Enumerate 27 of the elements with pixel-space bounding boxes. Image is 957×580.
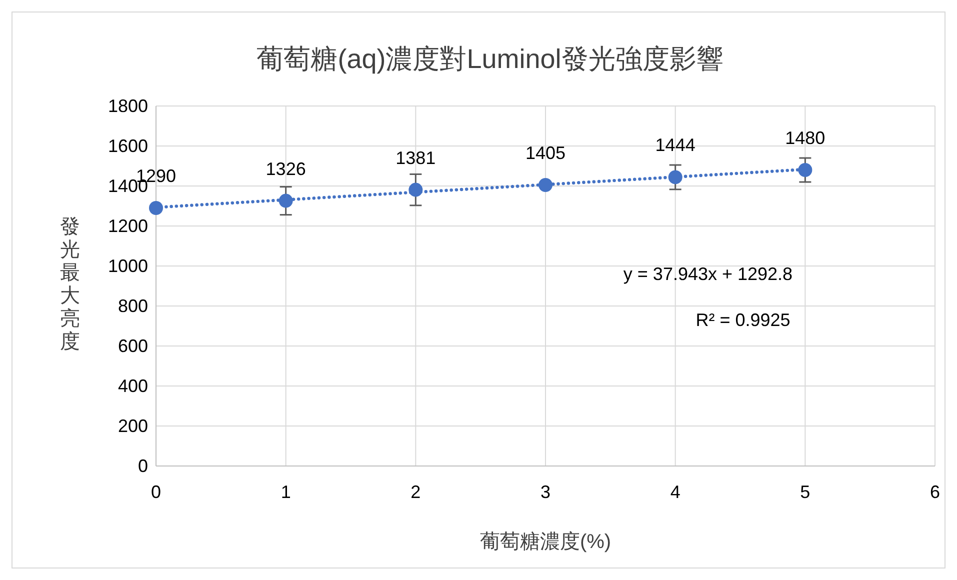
annotation: y = 37.943x + 1292.8 [623, 264, 793, 284]
data-label: 1405 [525, 143, 566, 163]
x-tick-label: 6 [930, 482, 940, 502]
point [798, 163, 812, 177]
data-label: 1480 [785, 128, 826, 148]
y-tick-label: 0 [138, 456, 148, 476]
x-axis-title: 葡萄糖濃度(%) [480, 531, 612, 553]
y-tick-label: 1600 [108, 136, 148, 156]
y-tick-label: 1800 [108, 96, 148, 116]
x-tick-label: 0 [150, 482, 162, 502]
data-label: 1444 [655, 135, 696, 156]
annotation: R² = 0.9925 [696, 310, 790, 330]
chart-title: 葡萄糖(aq)濃度對Luminol發光強度影響 [256, 44, 724, 74]
y-tick-label: 200 [118, 416, 148, 436]
x-tick-label: 3 [540, 482, 551, 502]
y-tick-label: 800 [118, 296, 148, 316]
y-tick-label: 600 [118, 336, 148, 356]
data-label: 1326 [266, 158, 306, 179]
data-label: 1381 [396, 148, 436, 168]
x-tick-label: 1 [280, 482, 291, 502]
x-tick-label: 4 [670, 482, 680, 502]
y-tick-label: 1000 [108, 256, 148, 276]
y-axis-title: 發光最大亮度 [60, 216, 80, 353]
x-tick-label: 2 [410, 482, 421, 502]
y-tick-label: 1200 [108, 216, 148, 236]
y-tick-label: 400 [118, 376, 148, 396]
x-tick-label: 5 [800, 482, 810, 502]
